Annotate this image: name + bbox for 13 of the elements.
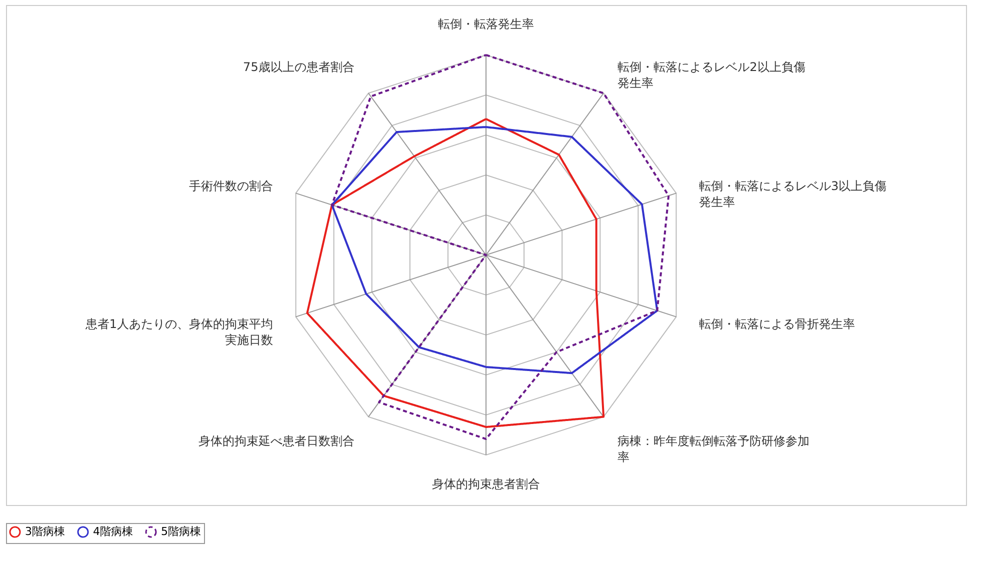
spoke-label: 身体的拘束延べ患者日数割合 bbox=[198, 434, 354, 448]
legend-label: 5階病棟 bbox=[161, 525, 201, 538]
spoke-label: 75歳以上の患者割合 bbox=[243, 60, 354, 74]
spoke-label: 病棟：昨年度転倒転落予防研修参加率 bbox=[618, 434, 810, 464]
spoke-label: 転倒・転落による骨折発生率 bbox=[699, 317, 856, 332]
spoke-label: 患者1人あたりの、身体的拘束平均実施日数 bbox=[84, 317, 273, 348]
spoke-label: 転倒・転落によるレベル2以上負傷発生率 bbox=[618, 60, 806, 90]
spoke-label: 転倒・転落発生率 bbox=[438, 17, 534, 31]
spoke-label: 手術件数の割合 bbox=[188, 178, 273, 193]
legend-label: 3階病棟 bbox=[25, 525, 65, 538]
spoke-label: 転倒・転落によるレベル3以上負傷発生率 bbox=[699, 178, 887, 209]
legend-label: 4階病棟 bbox=[93, 525, 133, 538]
spoke-label: 身体的拘束患者割合 bbox=[432, 477, 540, 491]
